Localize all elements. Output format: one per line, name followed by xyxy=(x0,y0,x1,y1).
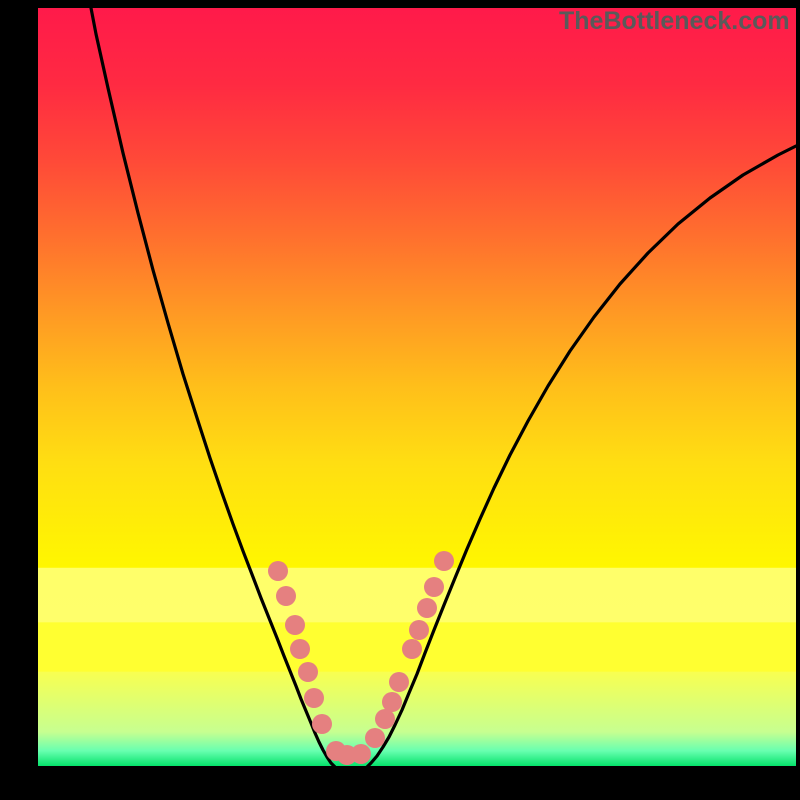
data-marker xyxy=(417,598,437,618)
data-marker xyxy=(276,586,296,606)
data-marker xyxy=(290,639,310,659)
chart-container: TheBottleneck.com xyxy=(0,0,800,800)
data-marker xyxy=(312,714,332,734)
data-marker xyxy=(382,692,402,712)
data-marker xyxy=(268,561,288,581)
data-marker xyxy=(304,688,324,708)
plot-svg xyxy=(38,8,796,766)
watermark-text: TheBottleneck.com xyxy=(559,7,790,36)
data-marker xyxy=(409,620,429,640)
data-marker xyxy=(424,577,444,597)
plot-area xyxy=(38,8,796,766)
data-marker xyxy=(389,672,409,692)
data-marker xyxy=(402,639,422,659)
data-marker xyxy=(285,615,305,635)
data-marker xyxy=(351,744,371,764)
data-marker xyxy=(434,551,454,571)
data-marker xyxy=(298,662,318,682)
data-marker xyxy=(365,728,385,748)
